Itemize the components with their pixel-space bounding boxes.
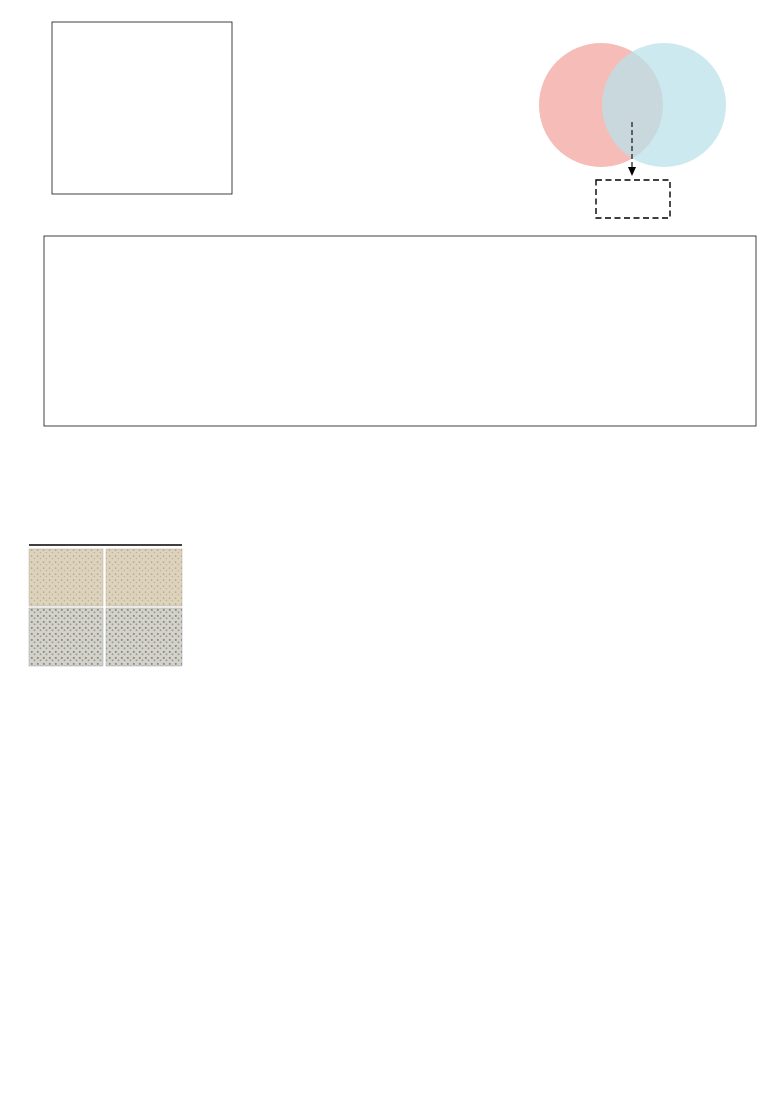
- panel-a: [0, 0, 240, 228]
- panel-j-barchart: [468, 700, 761, 918]
- ihc-image-adjacent-1: [28, 548, 104, 607]
- panel-g-blot: [215, 518, 468, 700]
- venn-circle-rnaseq: [602, 43, 726, 167]
- panel-e-ihc: [28, 544, 183, 667]
- panel-d: [0, 228, 761, 518]
- panel-a-plot: [51, 21, 233, 195]
- panel-h-barchart: [215, 700, 468, 918]
- ihc-image-tumor-1: [28, 607, 104, 667]
- venn-result-box: [595, 179, 671, 219]
- ihc-image-tumor-2: [105, 607, 183, 667]
- panel-f-violin: [0, 700, 215, 918]
- panel-i: [468, 518, 761, 700]
- ihc-image-adjacent-2: [105, 548, 183, 607]
- panel-l: [240, 918, 490, 1095]
- panel-c: [500, 0, 761, 228]
- panel-k-forest: [0, 918, 240, 1095]
- panel-i-blot: [468, 518, 761, 700]
- panel-g: [215, 518, 468, 700]
- panel-d-boxplot: [43, 235, 757, 427]
- panel-l-roc: [240, 918, 490, 1095]
- panel-b-heatmap: [243, 0, 501, 228]
- panel-f: [0, 700, 215, 918]
- panel-e: [0, 518, 215, 700]
- panel-j: [468, 700, 761, 918]
- panel-c-venn: [539, 43, 726, 219]
- panel-m-km: [490, 918, 761, 1095]
- panel-k: [0, 918, 240, 1095]
- panel-b: [243, 0, 501, 228]
- panel-h: [215, 700, 468, 918]
- panel-m: [490, 918, 761, 1095]
